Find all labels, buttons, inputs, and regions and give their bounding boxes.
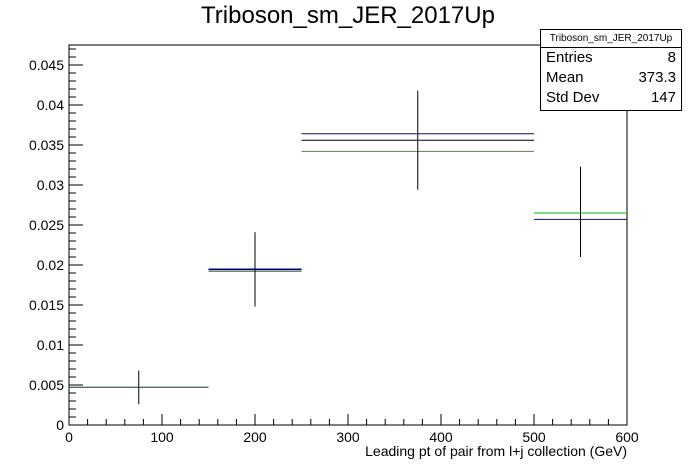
chart-title: Triboson_sm_JER_2017Up — [201, 2, 495, 29]
y-tick-label: 0.035 — [29, 137, 64, 153]
stats-label: Entries — [546, 49, 593, 66]
y-tick-label: 0.005 — [29, 377, 64, 393]
y-tick-label: 0.03 — [37, 177, 64, 193]
x-tick-label: 0 — [65, 429, 73, 445]
y-tick-label: 0.025 — [29, 217, 64, 233]
x-axis-label: Leading pt of pair from l+j collection (… — [365, 443, 627, 459]
x-tick-label: 400 — [429, 429, 453, 445]
y-tick-label: 0.015 — [29, 297, 64, 313]
y-tick-label: 0.02 — [37, 257, 64, 273]
y-tick-label: 0.04 — [37, 97, 64, 113]
stats-value: 8 — [667, 49, 676, 66]
y-tick-label: 0.01 — [37, 337, 64, 353]
x-tick-label: 600 — [615, 429, 639, 445]
x-tick-label: 200 — [243, 429, 267, 445]
x-tick-label: 300 — [336, 429, 360, 445]
x-tick-label: 100 — [150, 429, 174, 445]
stats-row-mean: Mean 373.3 — [541, 68, 681, 88]
stats-label: Std Dev — [546, 89, 600, 106]
stats-row-entries: Entries 8 — [541, 48, 681, 68]
stats-value: 373.3 — [638, 69, 676, 86]
stats-box: Triboson_sm_JER_2017Up Entries 8 Mean 37… — [540, 29, 682, 111]
stats-row-stddev: Std Dev 147 — [541, 88, 681, 108]
stats-box-title: Triboson_sm_JER_2017Up — [541, 30, 681, 48]
stats-value: 147 — [650, 89, 676, 106]
x-tick-label: 500 — [522, 429, 546, 445]
y-tick-label: 0.045 — [29, 57, 64, 73]
y-tick-label: 0 — [56, 417, 64, 433]
stats-label: Mean — [546, 69, 584, 86]
